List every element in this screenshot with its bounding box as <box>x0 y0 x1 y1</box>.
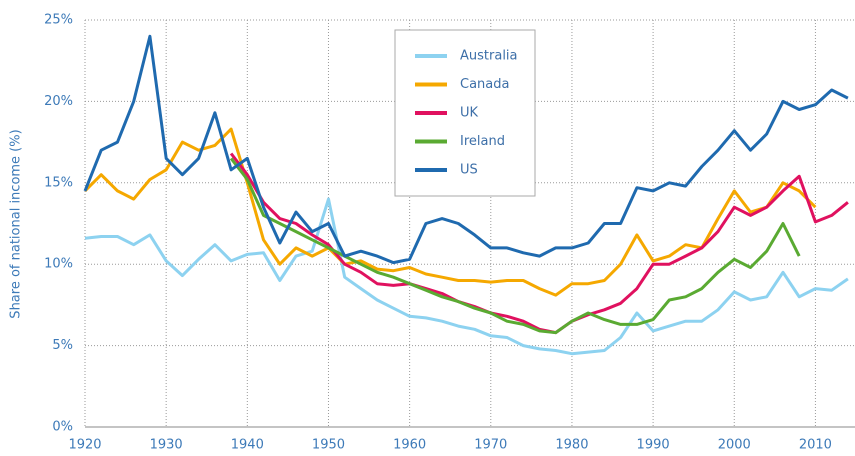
series-line <box>83 34 849 265</box>
x-tick-label: 1950 <box>312 438 345 453</box>
y-tick-label: 20% <box>44 94 73 109</box>
y-tick-label: 15% <box>44 175 73 190</box>
x-tick-label: 1940 <box>231 438 264 453</box>
y-axis-label: Share of national income (%) <box>9 129 24 318</box>
series-line <box>83 127 817 297</box>
legend-label: Canada <box>460 77 509 92</box>
x-tick-label: 1990 <box>637 438 670 453</box>
x-tick-label: 2010 <box>799 438 832 453</box>
x-tick-label: 1920 <box>68 438 101 453</box>
y-tick-label: 25% <box>44 13 73 28</box>
series-line <box>229 152 849 335</box>
x-tick-label: 1980 <box>555 438 588 453</box>
y-tick-label: 10% <box>44 257 73 272</box>
x-tick-label: 1930 <box>150 438 183 453</box>
x-tick-label: 1960 <box>393 438 426 453</box>
y-tick-label: 5% <box>52 338 73 353</box>
legend-label: US <box>460 163 478 178</box>
legend-label: Australia <box>460 49 518 64</box>
legend-label: UK <box>460 106 479 121</box>
y-tick-label: 0% <box>52 420 73 435</box>
x-tick-label: 1970 <box>474 438 507 453</box>
legend-label: Ireland <box>460 134 505 149</box>
series-line <box>84 197 849 356</box>
x-tick-label: 2000 <box>718 438 751 453</box>
series-line <box>229 157 801 335</box>
